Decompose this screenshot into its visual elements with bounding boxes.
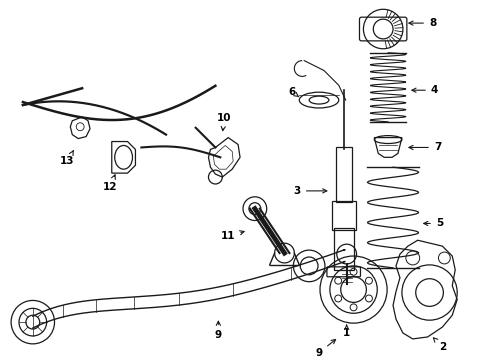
Bar xyxy=(334,228,354,270)
Text: 4: 4 xyxy=(412,85,438,95)
Text: 9: 9 xyxy=(215,321,222,340)
Bar xyxy=(332,201,356,230)
Text: 2: 2 xyxy=(433,338,446,352)
Text: 1: 1 xyxy=(343,325,350,338)
Text: 11: 11 xyxy=(221,231,244,241)
Text: 12: 12 xyxy=(102,175,117,192)
Bar xyxy=(336,148,352,202)
Text: 10: 10 xyxy=(217,113,231,131)
Text: 7: 7 xyxy=(409,143,441,152)
Text: 5: 5 xyxy=(424,219,443,229)
Text: 3: 3 xyxy=(294,186,327,196)
Text: 13: 13 xyxy=(60,151,74,166)
Text: 6: 6 xyxy=(289,87,299,97)
Text: 9: 9 xyxy=(316,339,336,358)
Text: 8: 8 xyxy=(409,18,436,28)
